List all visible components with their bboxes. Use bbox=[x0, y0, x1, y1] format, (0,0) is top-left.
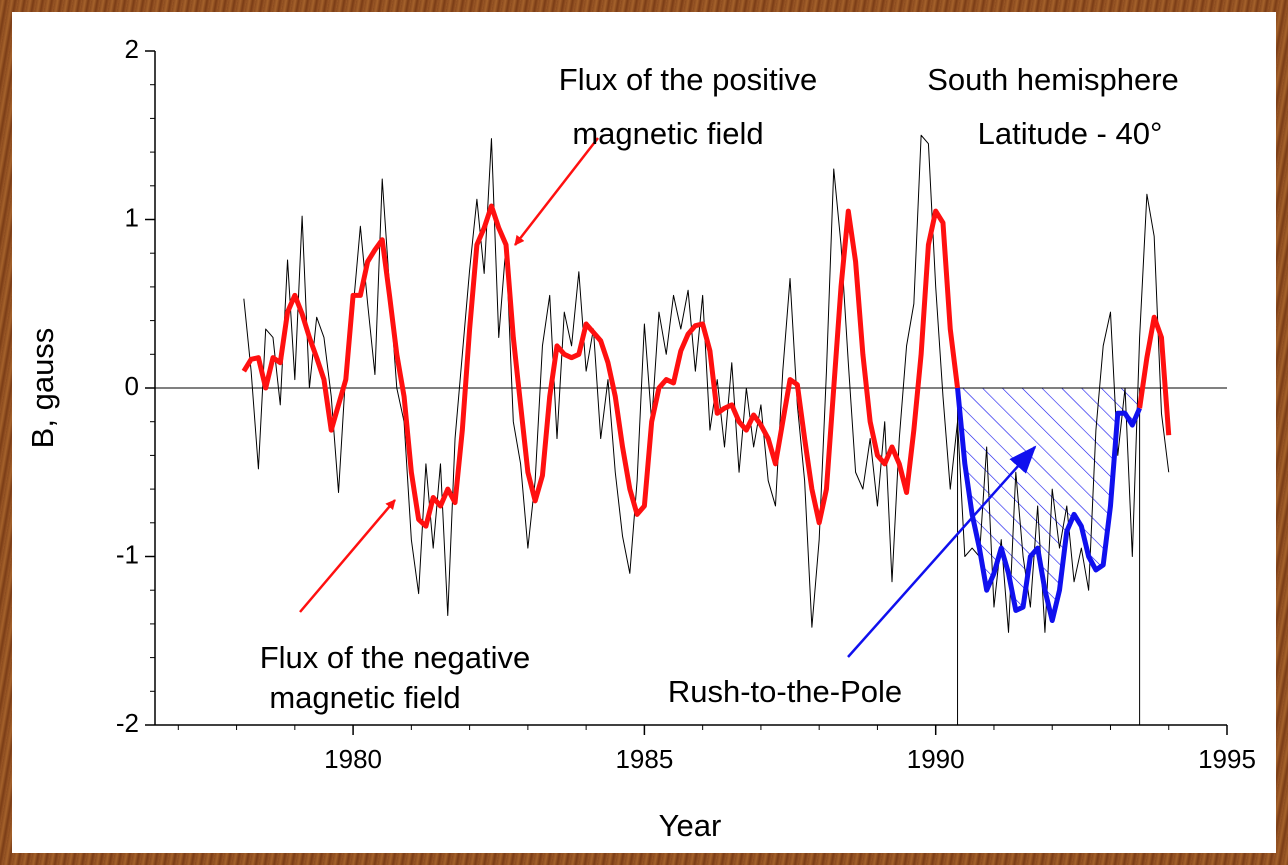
annotation: South hemisphere bbox=[927, 62, 1179, 97]
series-line bbox=[243, 134, 1170, 633]
annotation: magnetic field bbox=[572, 116, 763, 151]
y-axis-label: B, gauss bbox=[25, 328, 60, 449]
arrow bbox=[299, 499, 396, 613]
series-line bbox=[955, 387, 1142, 624]
x-tick-label: 1980 bbox=[324, 744, 382, 774]
arrow bbox=[514, 137, 599, 246]
x-axis-label: Year bbox=[659, 808, 722, 843]
annotation: Rush-to-the-Pole bbox=[668, 674, 902, 709]
annotation: Flux of the positive bbox=[559, 62, 817, 97]
y-tick-label: -1 bbox=[116, 539, 139, 569]
annotation: Flux of the negative bbox=[260, 640, 531, 675]
y-tick-label: 0 bbox=[125, 371, 139, 401]
annotation: magnetic field bbox=[269, 680, 460, 715]
x-tick-label: 1985 bbox=[615, 744, 673, 774]
y-tick-label: -2 bbox=[116, 708, 139, 738]
x-tick-label: 1990 bbox=[907, 744, 965, 774]
series-line bbox=[241, 203, 1172, 529]
y-tick-label: 1 bbox=[125, 202, 139, 232]
x-tick-label: 1995 bbox=[1198, 744, 1256, 774]
annotation: Latitude - 40° bbox=[978, 116, 1163, 151]
arrow bbox=[847, 445, 1037, 658]
y-tick-label: 2 bbox=[125, 34, 139, 64]
